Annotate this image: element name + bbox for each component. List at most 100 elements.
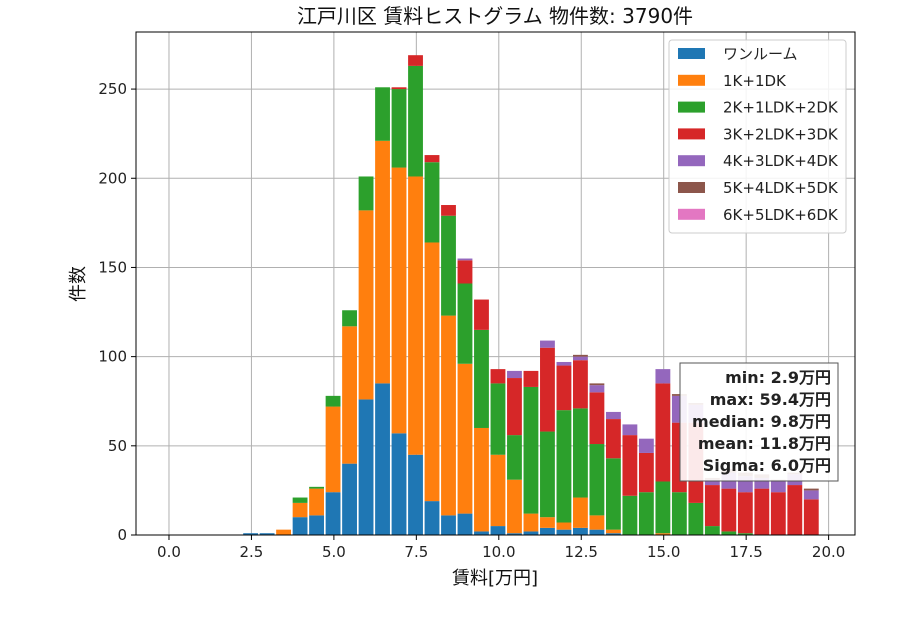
bar-segment: [441, 315, 456, 516]
chart-title: 江戸川区 賃料ヒストグラム 物件数: 3790件: [297, 4, 693, 28]
legend-label: 5K+4LDK+5DK: [723, 179, 839, 197]
stats-box: min: 2.9万円 max: 59.4万円 median: 9.8万円 mean: …: [679, 362, 839, 482]
bar-segment: [292, 497, 308, 503]
bar-segment: [358, 210, 374, 400]
legend-frame: [668, 39, 847, 234]
bar-segment: [721, 531, 737, 535]
bar-segment: [770, 481, 786, 493]
bar-segment: [325, 406, 341, 493]
y-tick-label: 50: [108, 437, 127, 455]
bar-segment: [573, 360, 588, 409]
legend: ワンルーム 1K+1DK 2K+1LDK+2DK 3K+2LDK+3DK 4K+3LDK…: [668, 39, 847, 234]
bar-segment: [490, 369, 506, 384]
bar-segment: [490, 454, 506, 527]
bar-segment: [605, 529, 621, 534]
stats-line: mean: 11.8万円: [698, 434, 831, 453]
bar-segment: [803, 499, 819, 535]
bar-segment: [424, 155, 440, 163]
bar-segment: [671, 492, 687, 535]
bar-segment: [391, 87, 407, 90]
x-tick-label: 15.0: [647, 543, 680, 561]
bar-segment: [540, 340, 555, 348]
bar-segment: [803, 488, 819, 491]
legend-swatch: [678, 208, 705, 220]
legend-label: ワンルーム: [723, 45, 798, 63]
bar-segment: [556, 365, 572, 411]
bar-segment: [474, 427, 489, 532]
bar-segment: [474, 299, 489, 330]
bar-segment: [540, 527, 555, 535]
bar-segment: [622, 435, 638, 496]
legend-label: 1K+1DK: [723, 72, 787, 90]
bar-segment: [589, 529, 605, 535]
bar-segment: [556, 522, 572, 530]
bar-segment: [573, 354, 588, 357]
bar-segment: [589, 383, 605, 386]
bar-segment: [424, 162, 440, 243]
bar-segment: [424, 242, 440, 502]
y-tick-label: 150: [98, 258, 127, 276]
bar-segment: [787, 485, 803, 535]
x-tick-label: 2.5: [240, 543, 264, 561]
bar-segment: [638, 452, 654, 493]
bar-segment: [655, 383, 671, 482]
bar-segment: [638, 492, 654, 535]
bar-segment: [391, 89, 407, 168]
bar-segment: [243, 533, 259, 535]
bar-segment: [737, 492, 753, 534]
bar-segment: [556, 361, 572, 366]
bar-segment: [589, 392, 605, 445]
legend-swatch: [678, 128, 705, 140]
stats-line: Sigma: 6.0万円: [703, 456, 831, 475]
stats-line: median: 9.8万円: [692, 412, 831, 431]
bar-segment: [622, 424, 638, 436]
bar-segment: [309, 515, 324, 535]
bar-segment: [358, 399, 374, 535]
y-tick-label: 0: [117, 526, 127, 544]
bar-segment: [507, 479, 522, 534]
bar-segment: [408, 65, 423, 177]
bar-segment: [540, 431, 555, 518]
bar-segment: [573, 408, 588, 498]
bar-segment: [408, 55, 423, 66]
bar-segment: [721, 488, 737, 532]
bar-segment: [375, 87, 390, 141]
legend-swatch: [678, 101, 705, 113]
bar-segment: [523, 386, 539, 514]
bar-segment: [507, 435, 522, 480]
bar-segment: [507, 533, 522, 535]
bar-segment: [671, 394, 687, 396]
bar-segment: [523, 531, 539, 535]
bar-segment: [589, 385, 605, 393]
legend-label: 4K+3LDK+4DK: [723, 152, 839, 170]
bar-segment: [688, 502, 704, 535]
bar-segment: [573, 527, 588, 535]
bar-segment: [803, 490, 819, 500]
bar-segment: [342, 463, 357, 535]
bar-segment: [342, 326, 357, 464]
legend-swatch: [678, 74, 705, 86]
stats-frame: [679, 362, 839, 482]
bar-segment: [342, 310, 357, 327]
bar-segment: [441, 205, 456, 216]
bar-segment: [490, 526, 506, 535]
bar-segment: [457, 363, 473, 514]
bar-segment: [704, 479, 720, 486]
bar-segment: [655, 533, 671, 535]
bar-segment: [573, 356, 588, 361]
legend-swatch: [678, 48, 705, 59]
bar-segment: [325, 492, 341, 535]
legend-swatch: [678, 155, 705, 167]
bar-segment: [375, 383, 390, 535]
x-tick-label: 7.5: [404, 543, 428, 561]
bar-segment: [309, 486, 324, 489]
bar-segment: [605, 458, 621, 530]
bar-segment: [540, 517, 555, 528]
y-tick-label: 100: [98, 348, 127, 366]
series-4-bars: [391, 55, 819, 535]
bar-segment: [605, 419, 621, 459]
bar-segment: [358, 176, 374, 211]
bar-segment: [655, 481, 671, 534]
x-tick-label: 10.0: [482, 543, 515, 561]
